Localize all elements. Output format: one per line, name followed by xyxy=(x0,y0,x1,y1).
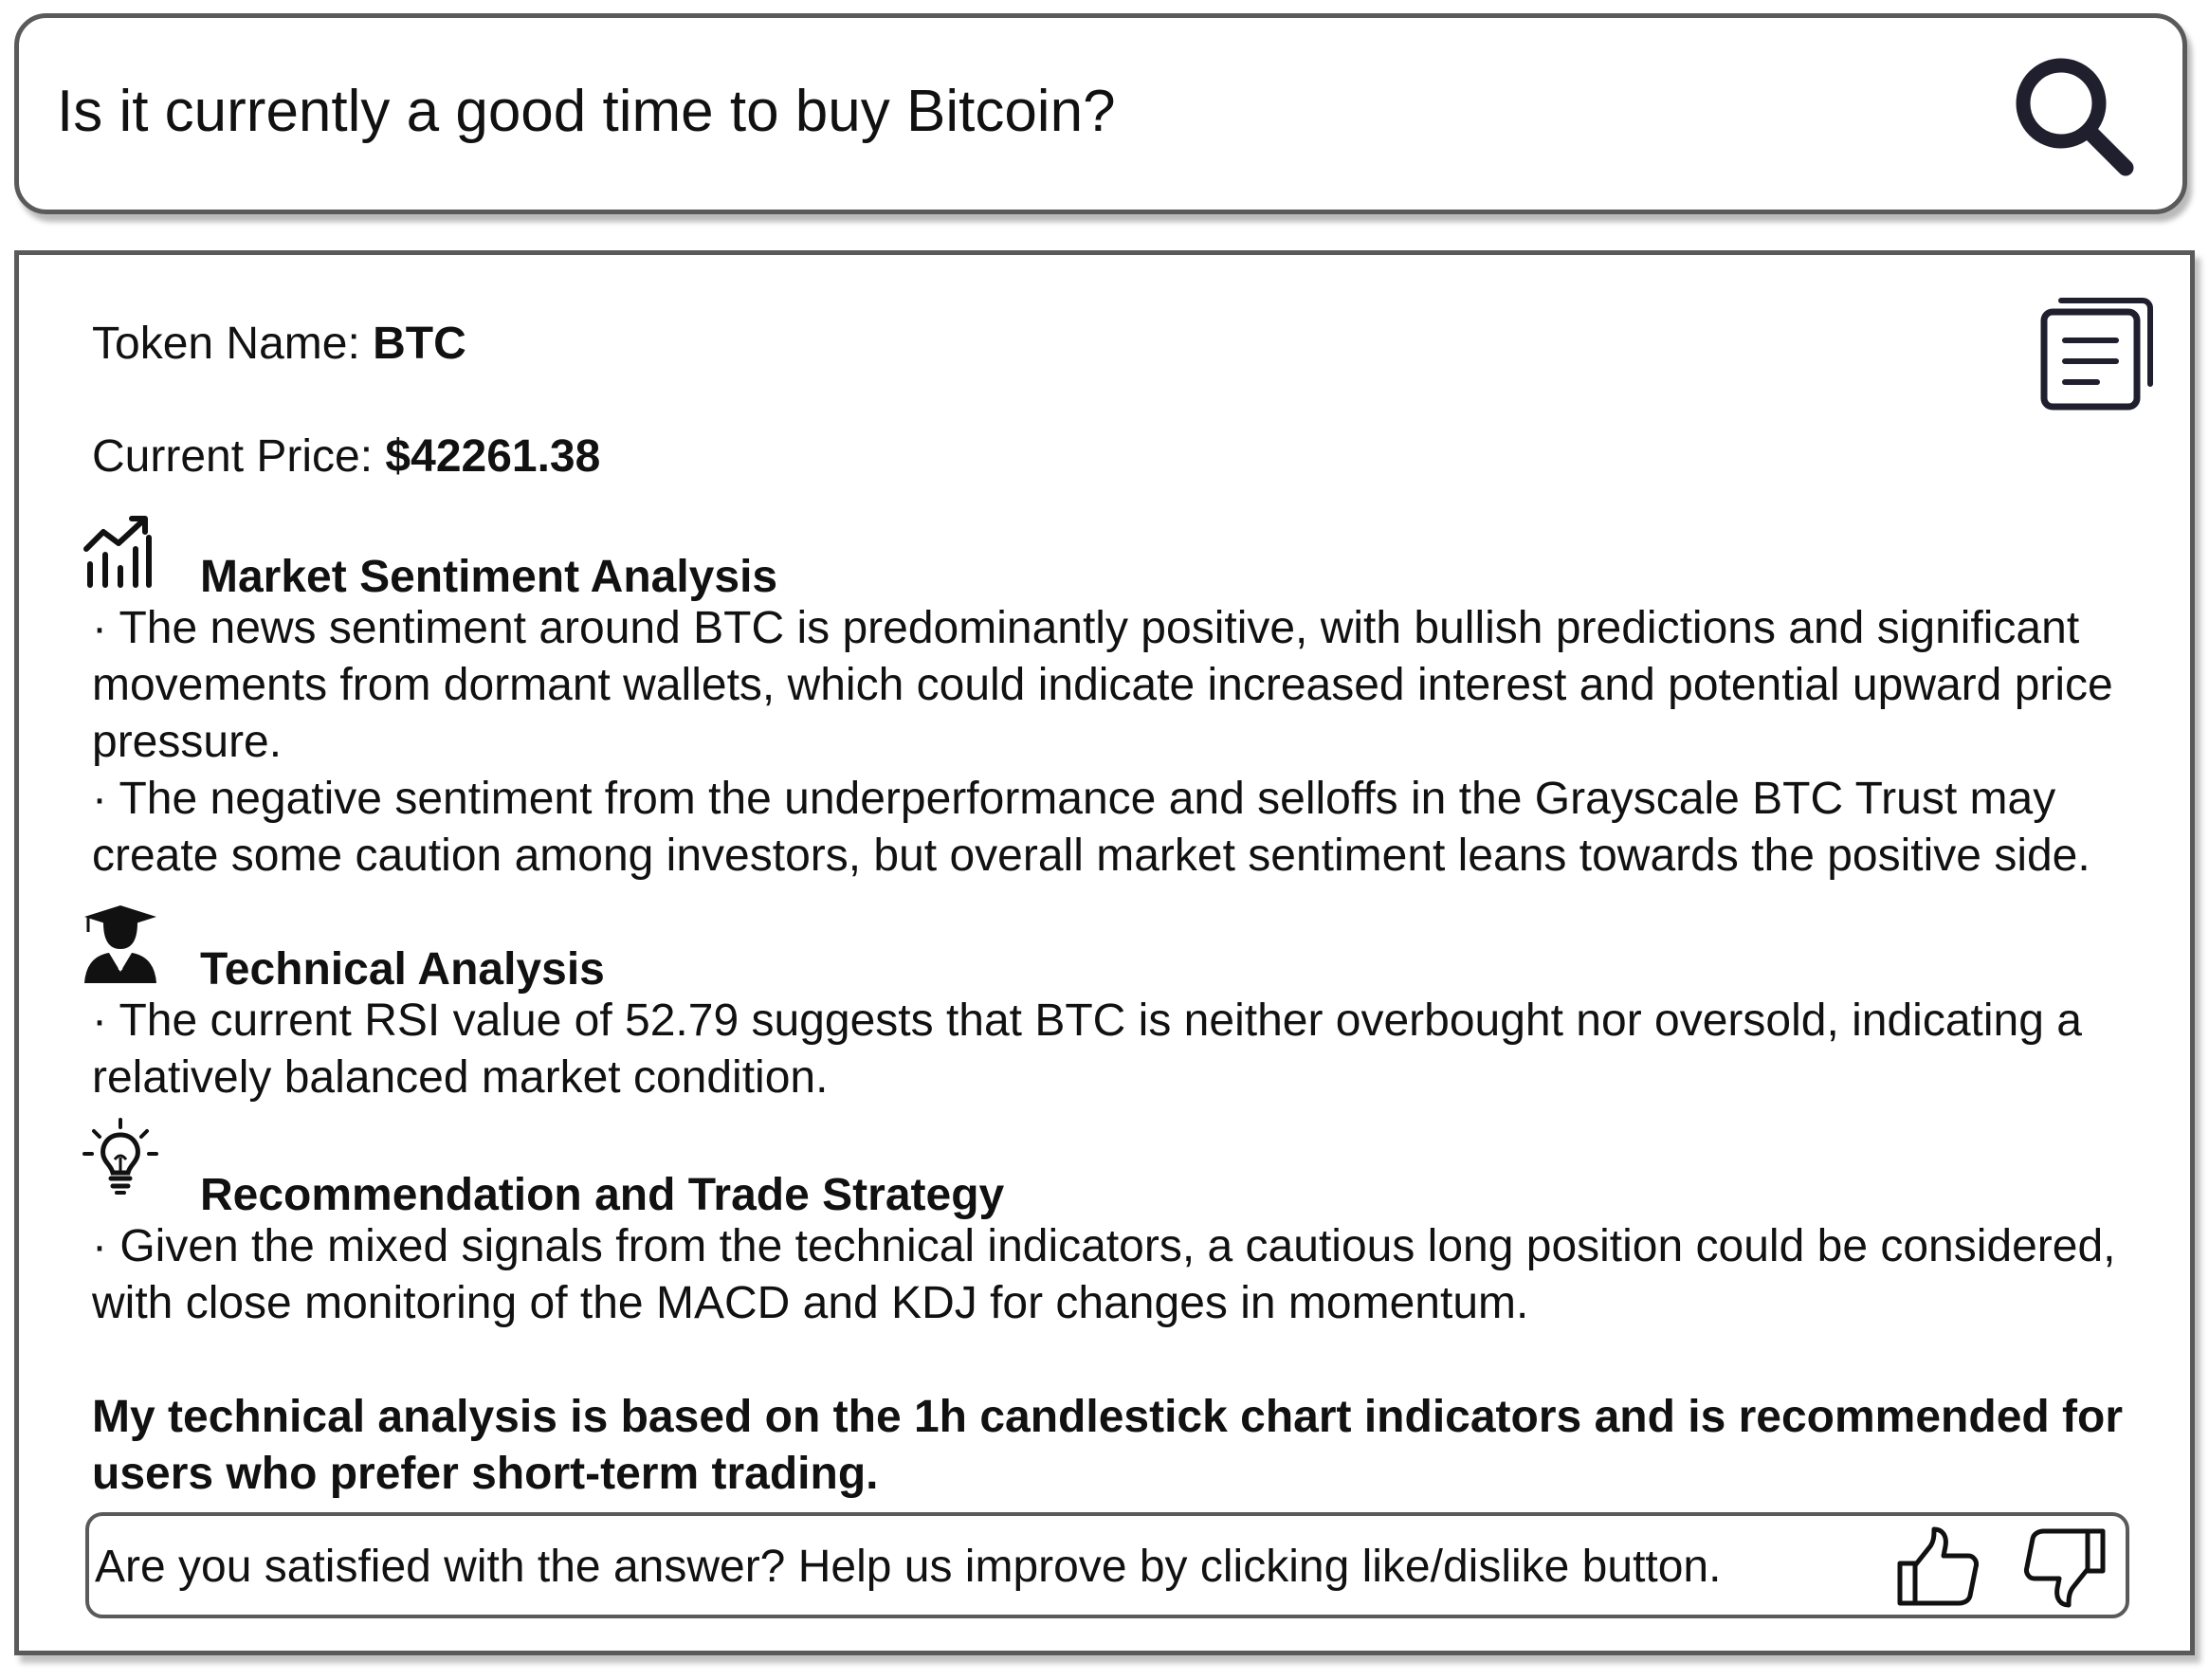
section-title-technical-analysis: Technical Analysis xyxy=(200,944,605,995)
copy-button[interactable] xyxy=(2031,287,2163,420)
current-price-label: Current Price: xyxy=(92,431,386,482)
section-title-recommendation: Recommendation and Trade Strategy xyxy=(200,1170,1005,1220)
feedback-prompt: Are you satisfied with the answer? Help … xyxy=(95,1542,1722,1592)
answer-panel: Token Name: BTC Current Price: $42261.38… xyxy=(14,250,2195,1655)
bullet-item: · The news sentiment around BTC is predo… xyxy=(92,603,2113,767)
current-price-line: Current Price: $42261.38 xyxy=(92,429,600,485)
search-icon xyxy=(2016,58,2134,176)
feedback-bar: Are you satisfied with the answer? Help … xyxy=(85,1512,2129,1618)
lightbulb-icon xyxy=(81,1116,160,1196)
bullet-item: · Given the mixed signals from the techn… xyxy=(92,1221,2116,1328)
token-name-line: Token Name: BTC xyxy=(92,316,466,373)
bullet-item: · The negative sentiment from the underp… xyxy=(92,774,2090,881)
search-input[interactable] xyxy=(57,64,1953,158)
like-button[interactable] xyxy=(1896,1525,1980,1609)
current-price-value: $42261.38 xyxy=(385,431,601,482)
copy-document-icon xyxy=(2040,298,2153,411)
search-button[interactable] xyxy=(2002,46,2145,189)
section-title-market-sentiment: Market Sentiment Analysis xyxy=(200,552,778,602)
section-body-recommendation: · Given the mixed signals from the techn… xyxy=(92,1218,2187,1332)
search-bar xyxy=(14,13,2187,214)
dislike-button[interactable] xyxy=(2023,1525,2107,1609)
bullet-item: · The current RSI value of 52.79 suggest… xyxy=(92,995,2082,1103)
section-body-technical-analysis: · The current RSI value of 52.79 suggest… xyxy=(92,993,2187,1106)
token-name-value: BTC xyxy=(373,319,466,369)
thumbs-up-icon xyxy=(1897,1526,1979,1606)
thumbs-down-icon xyxy=(2024,1528,2106,1608)
token-name-label: Token Name: xyxy=(92,319,374,369)
section-body-market-sentiment: · The news sentiment around BTC is predo… xyxy=(92,600,2187,885)
disclaimer-text: My technical analysis is based on the 1h… xyxy=(92,1392,2124,1499)
analyst-icon xyxy=(81,904,160,983)
chart-trend-icon xyxy=(81,511,160,591)
